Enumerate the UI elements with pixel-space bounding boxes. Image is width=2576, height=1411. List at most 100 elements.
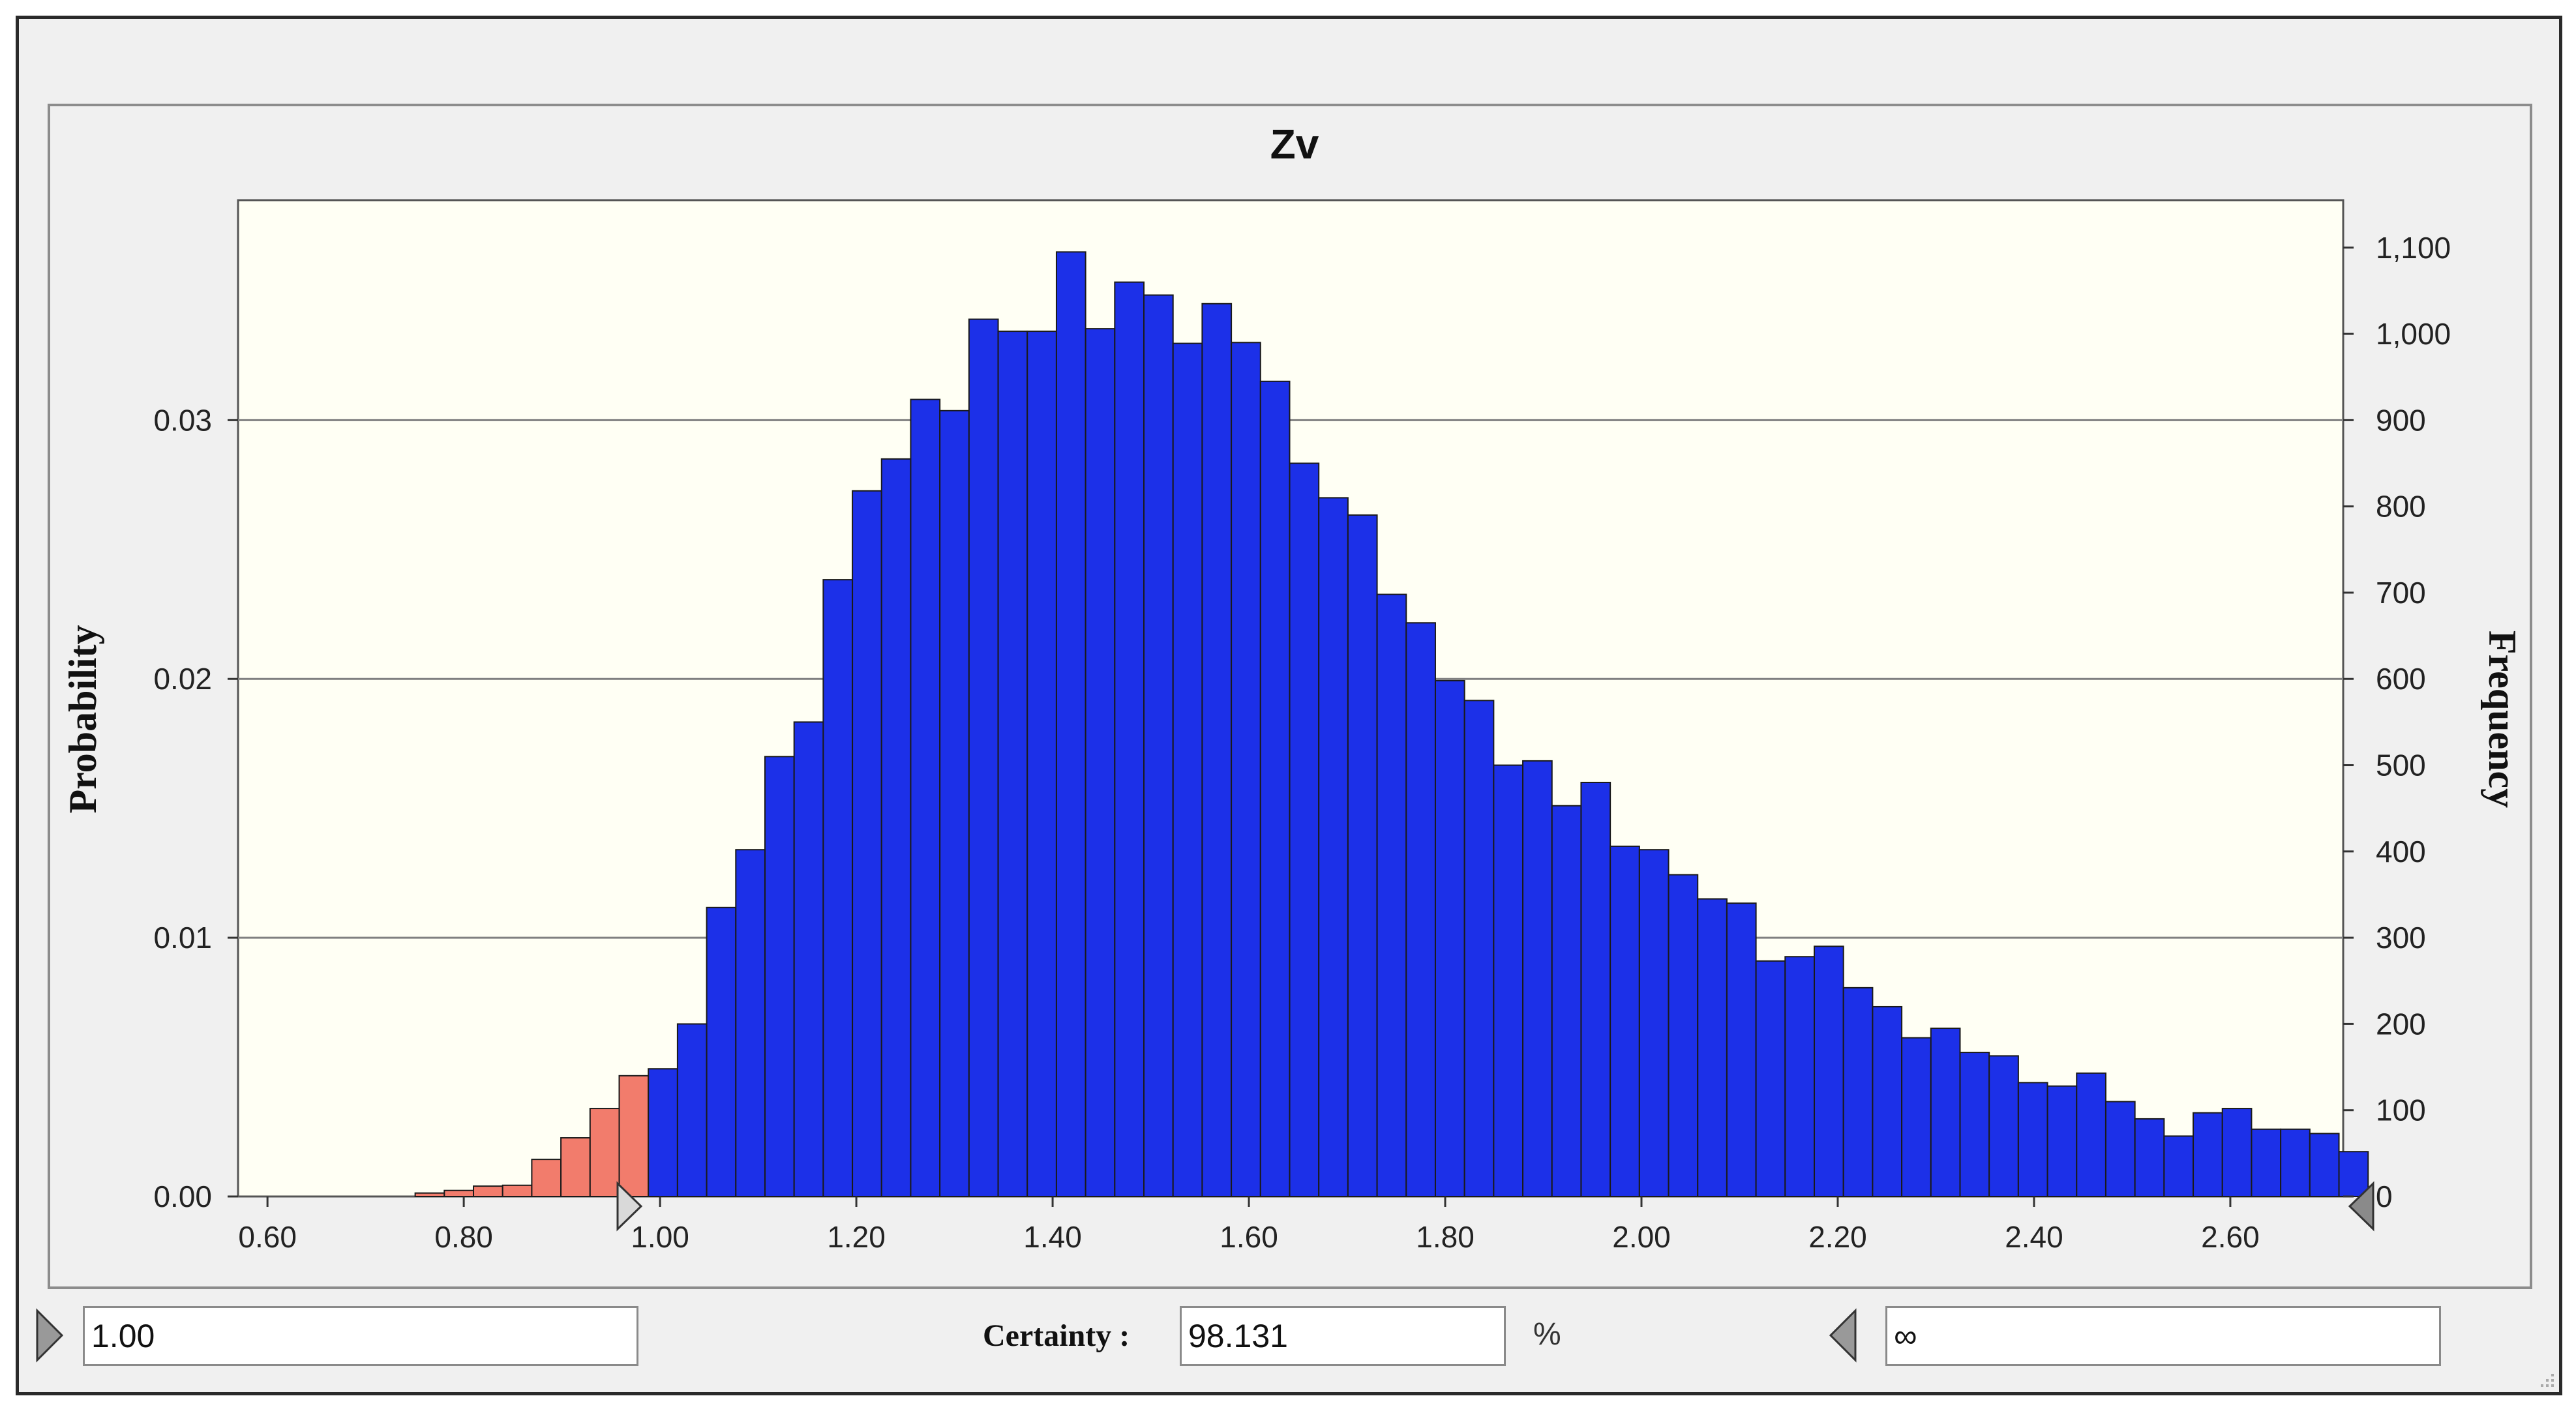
histogram-bar xyxy=(414,1192,445,1198)
certainty-label: Certainty : xyxy=(983,1318,1130,1353)
y-tick-label-probability: 0.03 xyxy=(153,403,212,437)
y-axis-label-frequency: Frequency xyxy=(2481,631,2524,808)
histogram-bar xyxy=(1405,622,1436,1197)
histogram-bar xyxy=(735,849,766,1197)
histogram-bar xyxy=(1114,281,1145,1197)
histogram-bar xyxy=(2134,1118,2165,1197)
histogram-bar xyxy=(648,1068,678,1198)
histogram-bar xyxy=(1172,342,1203,1198)
y-tick-label-frequency: 200 xyxy=(2376,1007,2426,1041)
chart-title: Zv xyxy=(1270,121,1319,168)
histogram-bar xyxy=(1842,987,1874,1198)
histogram-bar xyxy=(1551,805,1582,1198)
lower-limit-arrow-icon[interactable] xyxy=(33,1308,66,1363)
histogram-bar xyxy=(2076,1072,2106,1198)
histogram-bar xyxy=(502,1184,533,1198)
histogram-bar xyxy=(1901,1037,1932,1198)
upper-limit-arrow-icon[interactable] xyxy=(1827,1308,1859,1363)
histogram-bar xyxy=(2046,1085,2078,1197)
histogram-bar xyxy=(676,1023,708,1197)
histogram-bar xyxy=(589,1108,620,1197)
x-tick-label: 1.60 xyxy=(1220,1220,1278,1254)
histogram-bar xyxy=(2017,1082,2048,1198)
histogram-bar xyxy=(910,398,941,1198)
histogram-bar xyxy=(1610,845,1640,1198)
y-tick-label-frequency: 100 xyxy=(2376,1093,2426,1127)
histogram-bar xyxy=(1668,874,1699,1197)
histogram-bar xyxy=(1347,514,1378,1197)
histogram-bar xyxy=(2280,1128,2311,1198)
histogram-bar xyxy=(1289,462,1320,1198)
histogram-bar xyxy=(1201,303,1233,1197)
y-tick-label-frequency: 900 xyxy=(2376,403,2426,437)
lower-limit-grabber-icon[interactable] xyxy=(616,1181,643,1232)
histogram-bar xyxy=(2104,1101,2136,1197)
upper-limit-grabber-icon[interactable] xyxy=(2348,1181,2374,1232)
histogram-bar xyxy=(1055,251,1086,1198)
x-tick-label: 1.40 xyxy=(1023,1220,1082,1254)
histogram-bar xyxy=(1318,497,1349,1198)
x-tick-label: 1.20 xyxy=(827,1220,886,1254)
histogram-bar xyxy=(2338,1151,2369,1197)
histogram-bar xyxy=(1580,781,1611,1198)
y-tick-label-frequency: 1,000 xyxy=(2376,317,2451,351)
forecast-window: 0.60 0.80 1.00 1.20 1.40 1.60 1.80 2.00 2.20 2.40… xyxy=(16,16,2562,1395)
y-tick-label-frequency: 300 xyxy=(2376,921,2426,955)
histogram-bar xyxy=(880,458,912,1198)
histogram-bar xyxy=(531,1159,562,1197)
histogram-bar xyxy=(1493,764,1524,1197)
y-tick-label-frequency: 400 xyxy=(2376,835,2426,869)
x-tick-label: 2.40 xyxy=(2005,1220,2063,1254)
histogram-bar xyxy=(1726,902,1757,1197)
histogram-bar xyxy=(1085,328,1116,1197)
histogram-bar xyxy=(764,756,795,1197)
histogram-bar xyxy=(1376,593,1407,1197)
histogram-bar xyxy=(1259,380,1291,1197)
x-tick-label: 2.60 xyxy=(2201,1220,2260,1254)
histogram-bar xyxy=(1814,945,1844,1197)
upper-limit-input[interactable]: ∞ xyxy=(1885,1306,2441,1366)
histogram-bar xyxy=(443,1189,475,1197)
y-tick-label-probability: 0.00 xyxy=(153,1180,212,1213)
histogram-bar xyxy=(1026,331,1057,1198)
histogram-bar xyxy=(1463,700,1495,1197)
resize-grip-icon[interactable] xyxy=(2536,1369,2555,1388)
histogram-bar xyxy=(793,721,824,1197)
histogram-bar xyxy=(1697,898,1728,1198)
x-tick-label: 1.00 xyxy=(631,1220,689,1254)
x-tick-label: 0.60 xyxy=(238,1220,297,1254)
histogram-bar xyxy=(2309,1133,2340,1197)
lower-limit-input[interactable]: 1.00 xyxy=(83,1306,638,1366)
histogram-bar xyxy=(560,1137,591,1197)
histogram-bar xyxy=(618,1075,650,1197)
histogram-bar xyxy=(1930,1028,1961,1198)
histogram-bar xyxy=(968,318,999,1197)
histogram-bar xyxy=(1784,956,1816,1198)
percent-sign: % xyxy=(1533,1317,1561,1352)
chart-panel: 0.60 0.80 1.00 1.20 1.40 1.60 1.80 2.00 2.20 2.40… xyxy=(48,104,2532,1289)
y-tick-label-probability: 0.01 xyxy=(153,921,212,955)
histogram-bar xyxy=(997,331,1028,1198)
histogram-bar xyxy=(1231,342,1261,1197)
histogram-bar xyxy=(473,1185,503,1197)
y-tick-label-frequency: 600 xyxy=(2376,662,2426,696)
histogram-bar xyxy=(2193,1112,2223,1197)
histogram-bars xyxy=(414,251,2369,1198)
y-tick-label-frequency: 800 xyxy=(2376,490,2426,524)
histogram-bar xyxy=(706,906,737,1197)
histogram-bar xyxy=(1143,294,1174,1197)
y-axis-label-probability: Probability xyxy=(61,625,104,814)
histogram-bar xyxy=(1755,960,1786,1197)
y-tick-label-frequency: 500 xyxy=(2376,749,2426,782)
y-tick-label-frequency: 700 xyxy=(2376,576,2426,610)
x-tick-label: 0.80 xyxy=(434,1220,493,1254)
histogram-bar xyxy=(1522,760,1553,1197)
histogram-bar xyxy=(2251,1128,2282,1198)
y-tick-label-frequency: 0 xyxy=(2376,1180,2393,1213)
x-tick-label: 2.20 xyxy=(1808,1220,1867,1254)
histogram-bar xyxy=(1872,1005,1903,1197)
histogram-chart: 0.60 0.80 1.00 1.20 1.40 1.60 1.80 2.00 2.20 2.40… xyxy=(61,121,2524,1254)
axes: 0.60 0.80 1.00 1.20 1.40 1.60 1.80 2.00 2.20 2.40… xyxy=(153,231,2451,1254)
y-tick-label-frequency: 1,100 xyxy=(2376,231,2451,265)
certainty-input[interactable]: 98.131 xyxy=(1180,1306,1506,1366)
